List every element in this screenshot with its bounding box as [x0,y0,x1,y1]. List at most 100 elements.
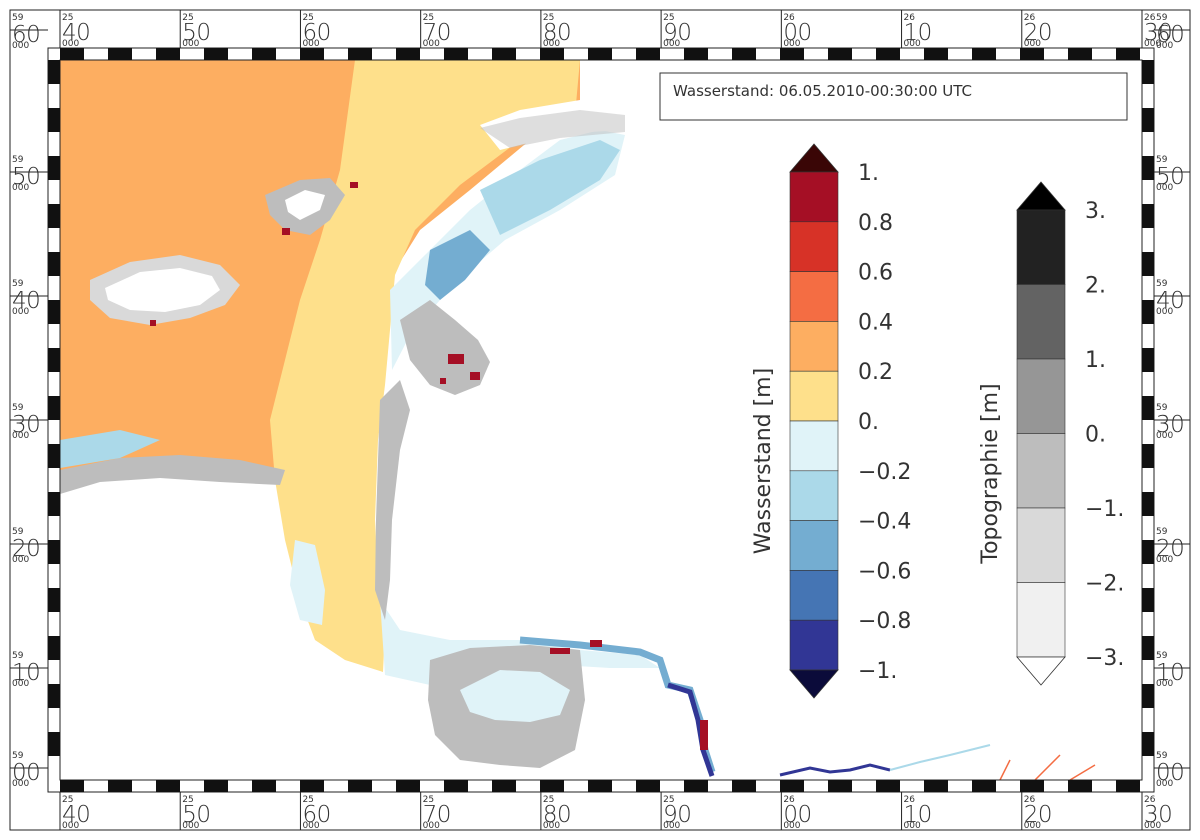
frame-checker-left [48,444,60,468]
frame-checker-left [48,204,60,228]
y-tick-label-left: 00 [12,760,40,786]
x-tick-sup-top: 25 [663,13,674,23]
x-tick-label-bottom: 40 [62,802,90,828]
frame-checker-bottom [780,780,804,792]
x-tick-sub-top: 000 [904,39,921,49]
frame-checker-left [48,60,60,84]
peninsula-left-land [105,268,220,312]
y-tick-label-right: 60 [1156,22,1184,48]
frame-checker-left [48,252,60,276]
y-tick-sub-left: 000 [12,431,29,441]
x-tick-label-top: 40 [62,20,90,46]
frame-checker-top [1116,48,1140,60]
y-tick-sup-right: 59 [1156,155,1168,165]
y-tick-sup-left: 59 [12,751,24,761]
frame-checker-bottom [60,780,84,792]
frame-checker-left [48,636,60,660]
x-tick-sup-bottom: 25 [663,795,674,805]
frame-checker-left [48,156,60,180]
legend-water-color-block [789,619,839,671]
y-tick-sub-right: 000 [1156,679,1173,689]
island-top-left-land [285,190,325,220]
frame-checker-left [48,684,60,708]
frame-checker-bottom [1068,780,1092,792]
x-tick-label-top: 30 [1144,20,1172,46]
legend-topo-color-block [1016,582,1066,658]
x-tick-sup-bottom: 25 [182,795,193,805]
x-tick-sup-top: 25 [182,13,193,23]
flat-coast [375,380,410,620]
x-tick-sub-top: 000 [663,39,680,49]
legend-water-tick-label: 0. [858,410,879,435]
x-tick-label-bottom: 30 [1144,802,1172,828]
frame-checker-right [1142,540,1154,564]
frame-checker-right [1142,300,1154,324]
frame-checker-left [48,492,60,516]
frame-checker-bottom [252,780,276,792]
legend-water-tick-label: 0.4 [858,310,893,335]
x-tick-label-top: 90 [663,20,691,46]
frame-checker-top [876,48,900,60]
frame-checker-bottom [204,780,228,792]
frame-checker-top [204,48,228,60]
high-water-spots [150,182,708,750]
x-tick-label-top: 70 [423,20,451,46]
frame-checker-bottom [732,780,756,792]
frame-checker-left [48,540,60,564]
frame-checker-top [1068,48,1092,60]
y-tick-label-left: 10 [12,660,40,686]
river-east [779,763,891,777]
land-north-flat [480,110,625,148]
frame-checker-bottom [300,780,324,792]
x-tick-label-top: 20 [1024,20,1052,46]
frame-checker-right [1142,684,1154,708]
x-tick-sub-top: 000 [1144,39,1161,49]
legend-topo-tick-label: −2. [1085,572,1124,597]
legend-water-tick-label: −0.8 [858,609,911,634]
frame-checker-top [348,48,372,60]
x-tick-label-bottom: 90 [663,802,691,828]
x-tick-sup-bottom: 26 [1024,795,1036,805]
legend-water-triangle-bottom [789,669,839,699]
frame-checker-bottom [156,780,180,792]
legend-topo-tick-label: 3. [1085,199,1106,224]
y-tick-sup-left: 59 [12,527,24,537]
x-tick-sup-bottom: 26 [783,795,795,805]
x-tick-label-bottom: 50 [182,802,210,828]
y-tick-sup-left: 59 [12,279,24,289]
map-frame: 2540000254000025500002550000256000025600… [9,9,1191,831]
y-tick-label-left: 50 [12,164,40,190]
frame-checker-right [1142,396,1154,420]
legend-topo-triangle-bottom [1016,656,1066,686]
frame-checker-top [972,48,996,60]
y-tick-label-right: 20 [1156,536,1184,562]
coast-southwest [60,455,285,494]
frame-checker-top [540,48,564,60]
legend-water-tick-label: −1. [858,659,897,684]
x-tick-sup-top: 26 [904,13,916,23]
y-tick-sub-left: 000 [12,779,29,789]
title-box [659,72,1128,121]
x-tick-sub-top: 000 [182,39,199,49]
x-tick-sup-top: 26 [1144,13,1156,23]
x-tick-sub-top: 000 [423,39,440,49]
y-tick-label-right: 00 [1156,760,1184,786]
frame-checker-top [492,48,516,60]
x-tick-sub-bottom: 000 [182,821,199,831]
legend-topo-tick-label: 1. [1085,348,1106,373]
x-tick-sup-bottom: 25 [543,795,554,805]
frame-checker-right [1142,732,1154,756]
legend-topo-color-block [1016,284,1066,360]
x-tick-label-bottom: 70 [423,802,451,828]
frame-checker-top [588,48,612,60]
frame-checker-left [48,348,60,372]
legend-water-color-block [789,221,839,272]
frame-checker-top [300,48,324,60]
frame-checker-bottom [972,780,996,792]
frame-checker-top [252,48,276,60]
legend-water-tick-label: 0.6 [858,261,893,286]
legend-water-axis-label: Wasserstand [m] [751,368,776,554]
frame-checker-top [924,48,948,60]
frame-checker-left [48,396,60,420]
x-tick-sup-bottom: 25 [423,795,434,805]
